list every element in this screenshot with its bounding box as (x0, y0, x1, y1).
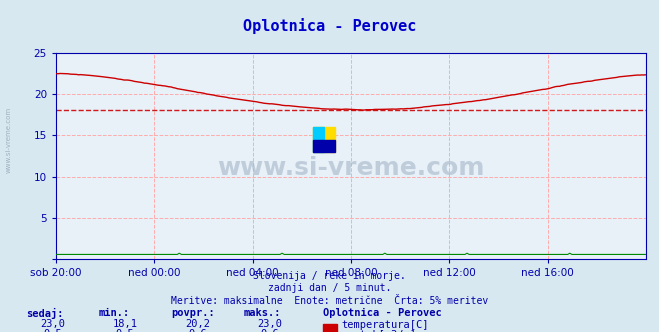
Text: min.:: min.: (99, 308, 130, 318)
Text: sedaj:: sedaj: (26, 308, 64, 319)
Text: temperatura[C]: temperatura[C] (341, 320, 429, 330)
Bar (312, 127, 335, 152)
Text: 23,0: 23,0 (258, 319, 283, 329)
Text: pretok[m3/s]: pretok[m3/s] (341, 330, 416, 332)
Text: 23,0: 23,0 (40, 319, 65, 329)
Text: 0,5: 0,5 (43, 329, 62, 332)
Text: www.si-vreme.com: www.si-vreme.com (217, 156, 484, 180)
Text: zadnji dan / 5 minut.: zadnji dan / 5 minut. (268, 283, 391, 293)
Text: Oplotnica - Perovec: Oplotnica - Perovec (243, 18, 416, 34)
Bar (312, 127, 324, 152)
Text: 20,2: 20,2 (185, 319, 210, 329)
Text: www.si-vreme.com: www.si-vreme.com (5, 106, 11, 173)
Text: povpr.:: povpr.: (171, 308, 215, 318)
Text: Oplotnica - Perovec: Oplotnica - Perovec (323, 308, 442, 318)
Text: 0,5: 0,5 (116, 329, 134, 332)
Bar (312, 139, 335, 152)
Bar (323, 324, 337, 332)
Text: 0,6: 0,6 (261, 329, 279, 332)
Text: maks.:: maks.: (244, 308, 281, 318)
Text: Slovenija / reke in morje.: Slovenija / reke in morje. (253, 271, 406, 281)
Text: 0,6: 0,6 (188, 329, 207, 332)
Text: Meritve: maksimalne  Enote: metrične  Črta: 5% meritev: Meritve: maksimalne Enote: metrične Črta… (171, 296, 488, 306)
Text: 18,1: 18,1 (113, 319, 138, 329)
